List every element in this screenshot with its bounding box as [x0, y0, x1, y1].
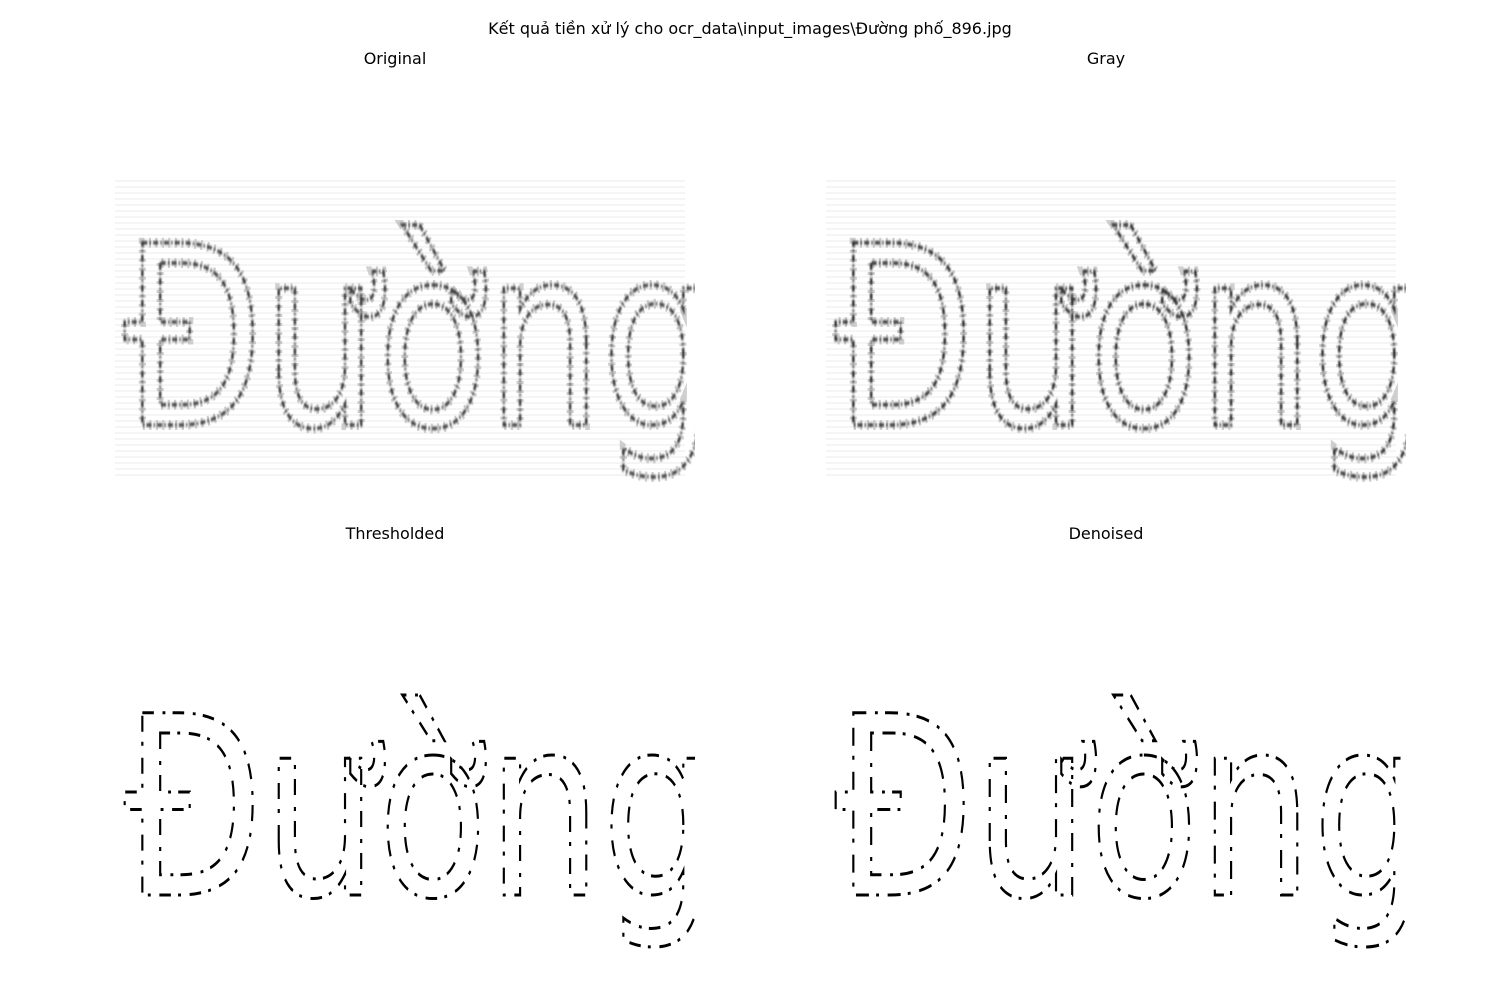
word-stroke: Đường phố [835, 194, 1406, 484]
word-glow: Đường phố [835, 194, 1406, 484]
word-glow: Đường phố [124, 194, 695, 484]
figure-suptitle: Kết quả tiền xử lý cho ocr_data\input_im… [488, 19, 1012, 38]
word-fragments: Đường phố [835, 664, 1406, 954]
word-stroke: Đường phố [124, 194, 695, 484]
panel-title-denoised: Denoised [1068, 524, 1144, 543]
noise-background [115, 180, 685, 480]
panel-title-thresholded: Thresholded [345, 524, 445, 543]
panel-title-gray: Gray [1086, 49, 1126, 68]
original-image-svg: Đường phố Đường phố [115, 180, 695, 489]
panel-original-image: Đường phố Đường phố [95, 150, 695, 510]
thresholded-image-svg: Đường phố [123, 663, 695, 956]
panel-title-original: Original [363, 49, 427, 68]
word-fragments: Đường phố [124, 664, 695, 954]
gray-image-svg: Đường phố Đường phố [826, 180, 1406, 489]
panel-thresholded-image: Đường phố [95, 620, 695, 980]
noise-background [826, 180, 1396, 480]
denoised-image-svg: Đường phố [834, 663, 1406, 956]
panel-denoised-image: Đường phố [806, 620, 1406, 980]
panel-gray-image: Đường phố Đường phố [806, 150, 1406, 510]
